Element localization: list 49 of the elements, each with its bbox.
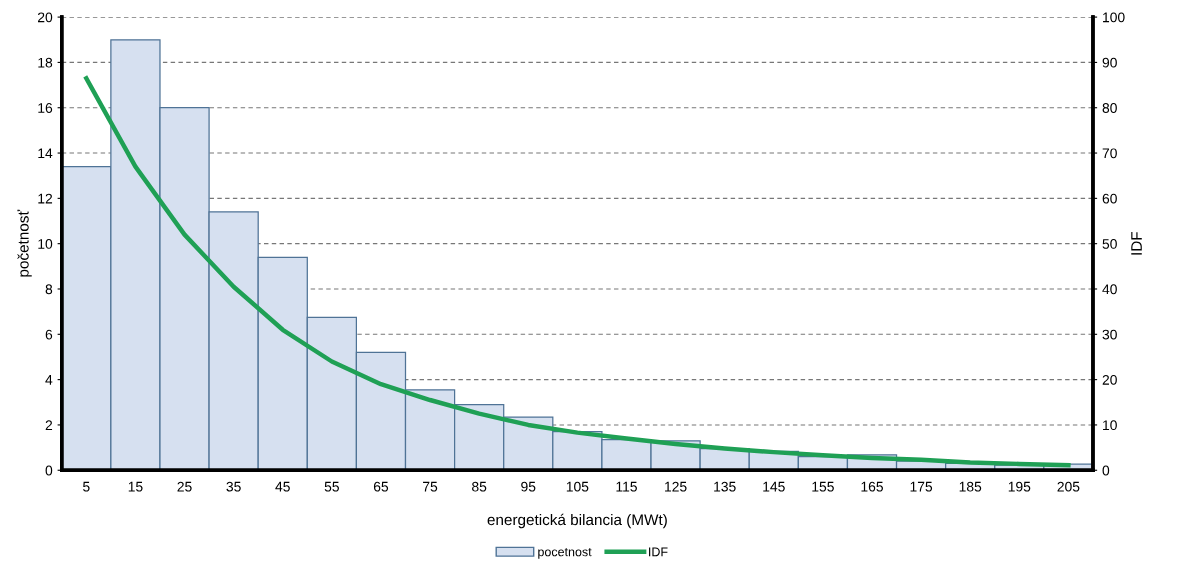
x-tick-label: 65 bbox=[373, 481, 389, 492]
y2-tick-label: 60 bbox=[1102, 193, 1117, 204]
y2-tick-label: 70 bbox=[1102, 148, 1117, 159]
y-tick-label: 2 bbox=[45, 420, 53, 430]
line-series bbox=[84, 76, 1071, 468]
y-tick-label: 20 bbox=[38, 12, 53, 23]
x-tick-label: 125 bbox=[665, 481, 687, 492]
y-tick-label: 16 bbox=[38, 103, 53, 113]
y2-tick-label: 10 bbox=[1103, 420, 1117, 431]
y-tick-label: 0 bbox=[45, 465, 53, 476]
y-tick-label: 10 bbox=[38, 239, 53, 249]
x-tick-label: 175 bbox=[910, 481, 933, 492]
x-tick-label: 155 bbox=[812, 481, 834, 492]
x-tick-label: 205 bbox=[1057, 481, 1080, 492]
y2-tick-label: 90 bbox=[1102, 57, 1117, 68]
y2-tick-label: 100 bbox=[1103, 12, 1125, 23]
x-tick-label: 165 bbox=[861, 481, 883, 492]
x-tick-label: 95 bbox=[521, 481, 536, 492]
y-tick-label: 12 bbox=[38, 193, 53, 204]
y-tick-label: 4 bbox=[45, 375, 53, 385]
x-tick-label: 185 bbox=[959, 481, 982, 492]
x-tick-label: 75 bbox=[423, 481, 438, 492]
y-axis-title: početnosť bbox=[17, 209, 32, 277]
legend-label: IDF bbox=[649, 547, 668, 557]
x-tick-label: 25 bbox=[177, 481, 192, 492]
legend-label: pocetnost bbox=[538, 548, 592, 559]
x-tick-label: 105 bbox=[566, 481, 589, 492]
x-tick-label: 15 bbox=[128, 481, 143, 492]
x-tick-label: 135 bbox=[714, 481, 736, 492]
y2-tick-label: 80 bbox=[1102, 103, 1117, 113]
y2-tick-label: 40 bbox=[1102, 284, 1117, 295]
y-tick-label: 8 bbox=[45, 284, 53, 295]
y2-tick-label: 30 bbox=[1102, 329, 1117, 340]
y2-tick-label: 50 bbox=[1102, 239, 1117, 249]
y-tick-label: 6 bbox=[45, 329, 53, 340]
x-axis-title: energetická bilancia (MWt) bbox=[487, 513, 667, 529]
x-tick-label: 195 bbox=[1008, 481, 1031, 492]
x-tick-label: 35 bbox=[226, 481, 241, 492]
y2-tick-label: 0 bbox=[1102, 465, 1110, 476]
x-tick-label: 115 bbox=[616, 481, 637, 492]
x-tick-label: 45 bbox=[275, 481, 290, 492]
x-tick-label: 85 bbox=[472, 481, 487, 492]
x-tick-label: 145 bbox=[763, 481, 785, 492]
y2-axis-title: IDF bbox=[1131, 231, 1142, 255]
y-tick-label: 14 bbox=[38, 148, 53, 159]
y2-tick-label: 20 bbox=[1102, 374, 1117, 385]
x-tick-label: 55 bbox=[324, 481, 339, 492]
x-tick-label: 5 bbox=[83, 481, 90, 492]
y-tick-label: 18 bbox=[38, 57, 53, 68]
